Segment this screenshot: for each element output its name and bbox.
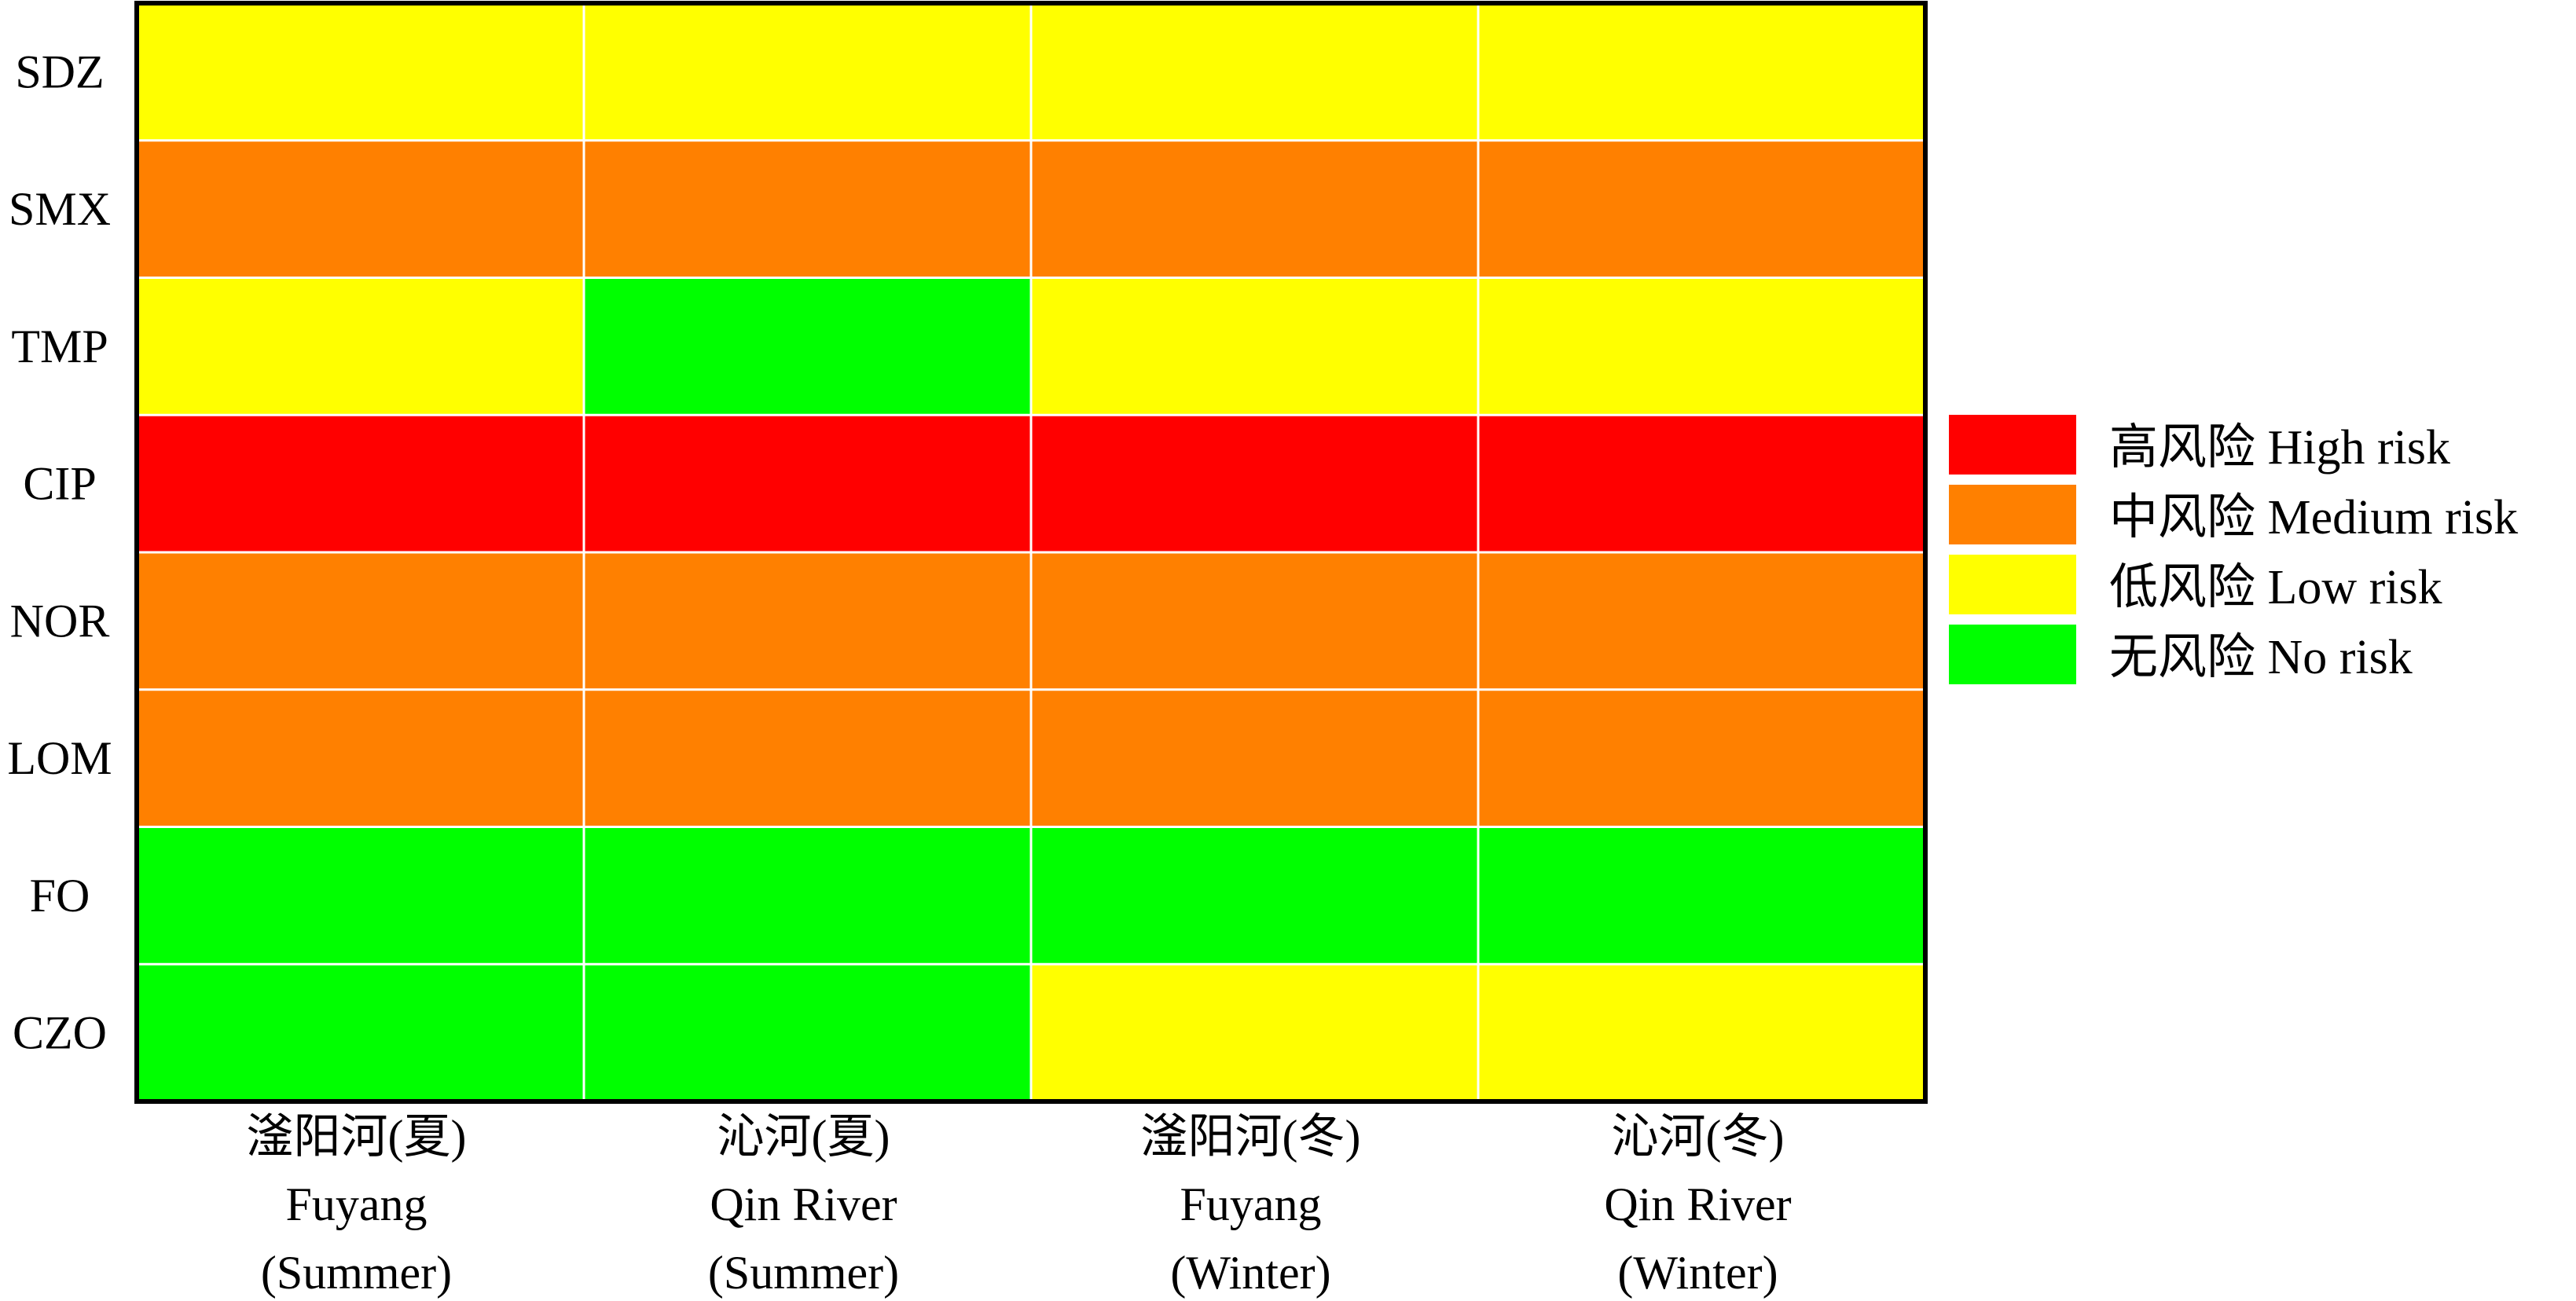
row-label-cip: CIP (23, 458, 96, 510)
heatmap-cell-sdz-col2-low (584, 3, 1032, 141)
row-label-lom: LOM (7, 732, 112, 784)
heatmap-cells (137, 3, 1926, 1102)
column-label-2-line-3: (Summer) (708, 1247, 899, 1299)
heatmap-cell-tmp-col1-low (137, 277, 585, 416)
heatmap-cell-nor-col4-medium (1478, 552, 1926, 691)
column-label-1-line-2: Fuyang (286, 1178, 427, 1230)
column-label-2-line-1: 沁河(夏) (717, 1111, 890, 1163)
heatmap-cell-fo-col4-none (1478, 826, 1926, 965)
legend-swatch-none (1949, 625, 2076, 684)
heatmap-cell-lom-col2-medium (584, 689, 1032, 827)
heatmap-cell-nor-col2-medium (584, 552, 1032, 691)
heatmap-cell-smx-col3-medium (1031, 140, 1479, 278)
heatmap-cell-lom-col3-medium (1031, 689, 1479, 827)
column-labels: 滏阳河(夏) Fuyang (Summer) 沁河(夏) Qin River (Summe… (247, 1111, 1792, 1299)
row-label-sdz: SDZ (15, 46, 104, 97)
row-labels: SDZ SMX TMP CIP NOR LOM FO CZO (7, 46, 112, 1058)
legend-swatch-medium (1949, 485, 2076, 544)
column-label-4-line-3: (Winter) (1617, 1247, 1778, 1299)
heatmap-cell-smx-col2-medium (584, 140, 1032, 278)
heatmap-cell-fo-col2-none (584, 826, 1032, 965)
column-label-3-line-2: Fuyang (1180, 1178, 1322, 1230)
column-label-3-line-3: (Winter) (1170, 1247, 1330, 1299)
heatmap-cell-nor-col1-medium (137, 552, 585, 691)
legend-swatch-low (1949, 555, 2076, 614)
column-label-1-line-1: 滏阳河(夏) (247, 1111, 467, 1163)
heatmap-cell-fo-col3-none (1031, 826, 1479, 965)
row-label-smx: SMX (9, 183, 111, 235)
heatmap-cell-fo-col1-none (137, 826, 585, 965)
heatmap-cell-lom-col4-medium (1478, 689, 1926, 827)
heatmap-cell-cip-col3-high (1031, 415, 1479, 553)
heatmap-cell-nor-col3-medium (1031, 552, 1479, 691)
heatmap-cell-cip-col1-high (137, 415, 585, 553)
heatmap-cell-smx-col1-medium (137, 140, 585, 278)
legend-label-none: 无风险 No risk (2109, 631, 2413, 684)
heatmap-cell-czo-col1-none (137, 964, 585, 1102)
column-label-3-line-1: 滏阳河(冬) (1141, 1111, 1361, 1163)
heatmap-cell-cip-col2-high (584, 415, 1032, 553)
column-label-4-line-1: 沁河(冬) (1612, 1111, 1785, 1163)
legend-label-low: 低风险 Low risk (2109, 561, 2442, 614)
heatmap-cell-smx-col4-medium (1478, 140, 1926, 278)
heatmap-cell-tmp-col2-none (584, 277, 1032, 416)
row-label-fo: FO (30, 870, 90, 922)
legend-label-high: 高风险 High risk (2109, 421, 2450, 475)
column-label-4-line-2: Qin River (1604, 1178, 1791, 1230)
heatmap-frame (134, 1, 1928, 1104)
row-label-tmp: TMP (11, 321, 108, 372)
legend: 高风险 High risk 中风险 Medium risk 低风险 Low risk… (1949, 415, 2518, 684)
heatmap-cell-czo-col2-none (584, 964, 1032, 1102)
heatmap-gridlines (137, 3, 1925, 1101)
row-label-nor: NOR (10, 595, 110, 647)
column-label-1-line-3: (Summer) (261, 1247, 452, 1299)
heatmap-cell-sdz-col3-low (1031, 3, 1479, 141)
heatmap-cell-czo-col4-low (1478, 964, 1926, 1102)
row-label-czo: CZO (13, 1007, 107, 1059)
legend-label-medium: 中风险 Medium risk (2109, 491, 2518, 544)
legend-swatch-high (1949, 415, 2076, 475)
heatmap-cell-cip-col4-high (1478, 415, 1926, 553)
heatmap-cell-lom-col1-medium (137, 689, 585, 827)
heatmap-cell-tmp-col4-low (1478, 277, 1926, 416)
heatmap-cell-czo-col3-low (1031, 964, 1479, 1102)
heatmap-cell-sdz-col4-low (1478, 3, 1926, 141)
heatmap-cell-sdz-col1-low (137, 3, 585, 141)
column-label-2-line-2: Qin River (710, 1178, 897, 1230)
heatmap-cell-tmp-col3-low (1031, 277, 1479, 416)
